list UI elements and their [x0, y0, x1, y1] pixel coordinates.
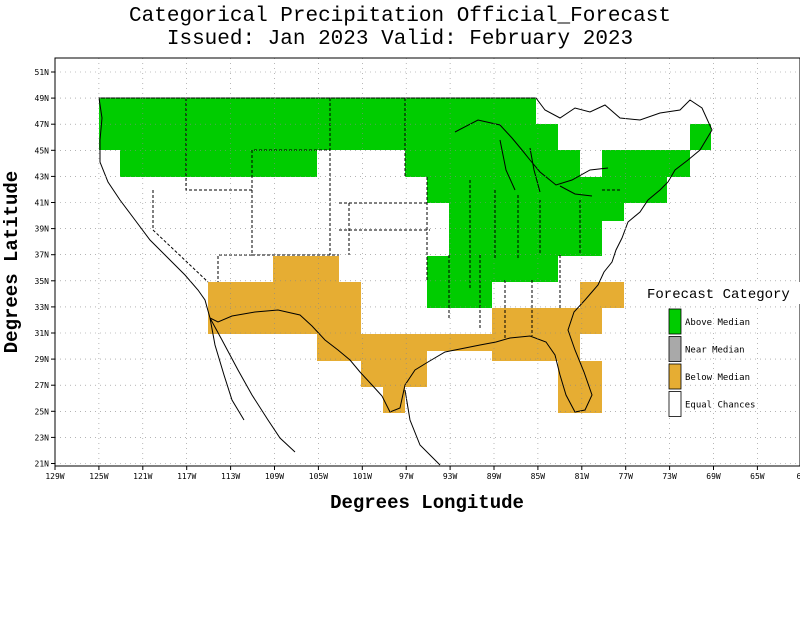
y-tick-label: 31N [35, 329, 50, 338]
y-tick-label: 49N [35, 94, 50, 103]
x-tick-label: 81W [575, 472, 590, 481]
x-tick-label: 113W [221, 472, 240, 481]
legend-swatch [668, 336, 682, 362]
x-axis-ticks: 129W 125W 121W 117W 113W 109W 105W 101W 97W 93W 89… [45, 466, 800, 481]
x-tick-label: 125W [89, 472, 108, 481]
x-tick-label: 97W [399, 472, 414, 481]
y-tick-label: 35N [35, 277, 50, 286]
legend-label: Above Median [685, 318, 750, 328]
y-axis-title: Degrees Latitude [1, 171, 23, 353]
x-tick-label: 65W [750, 472, 765, 481]
y-tick-label: 27N [35, 381, 50, 390]
legend: Forecast Category Above Median Near Media… [640, 282, 800, 417]
x-tick-label: 61 [796, 472, 800, 481]
x-tick-label: 129W [45, 472, 64, 481]
x-tick-label: 89W [487, 472, 502, 481]
y-tick-label: 29N [35, 355, 50, 364]
grid-lines [55, 58, 800, 466]
y-tick-label: 45N [35, 146, 50, 155]
y-tick-label: 39N [35, 225, 50, 234]
legend-title-bg [640, 282, 800, 304]
legend-title: Forecast Category [647, 287, 790, 303]
legend-label: Equal Chances [685, 401, 755, 411]
map-title-line1: Categorical Precipitation Official_Forec… [129, 5, 671, 28]
y-tick-label: 21N [35, 460, 50, 469]
region-below-southwest [208, 256, 624, 413]
mexico-coast [209, 317, 441, 466]
x-tick-label: 121W [133, 472, 152, 481]
x-tick-label: 117W [177, 472, 196, 481]
legend-label: Below Median [685, 373, 750, 383]
x-tick-label: 85W [531, 472, 546, 481]
y-tick-label: 37N [35, 251, 50, 260]
legend-swatch [668, 363, 682, 390]
y-tick-label: 23N [35, 433, 50, 442]
x-tick-label: 73W [662, 472, 677, 481]
legend-swatch [668, 308, 682, 335]
y-tick-label: 47N [35, 120, 50, 129]
y-axis-ticks: 51N 49N 47N 45N 43N 41N 39N 37N 35N 33N 31N 29N 27N 2… [35, 68, 55, 469]
below-median-regions [208, 256, 624, 413]
x-tick-label: 77W [618, 472, 633, 481]
y-tick-label: 25N [35, 407, 50, 416]
great-lakes [454, 119, 609, 197]
x-tick-label: 101W [353, 472, 372, 481]
y-tick-label: 41N [35, 199, 50, 208]
y-tick-label: 51N [35, 68, 50, 77]
us-outline [98, 97, 713, 413]
x-axis-title: Degrees Longitude [330, 492, 524, 514]
legend-label: Near Median [685, 346, 745, 356]
x-tick-label: 109W [265, 472, 284, 481]
x-tick-label: 93W [443, 472, 458, 481]
map-title-line2: Issued: Jan 2023 Valid: February 2023 [166, 28, 634, 51]
legend-swatch [668, 391, 682, 417]
y-tick-label: 43N [35, 172, 50, 181]
plot-frame [54, 57, 800, 467]
x-tick-label: 69W [706, 472, 721, 481]
x-tick-label: 105W [309, 472, 328, 481]
y-tick-label: 33N [35, 303, 50, 312]
